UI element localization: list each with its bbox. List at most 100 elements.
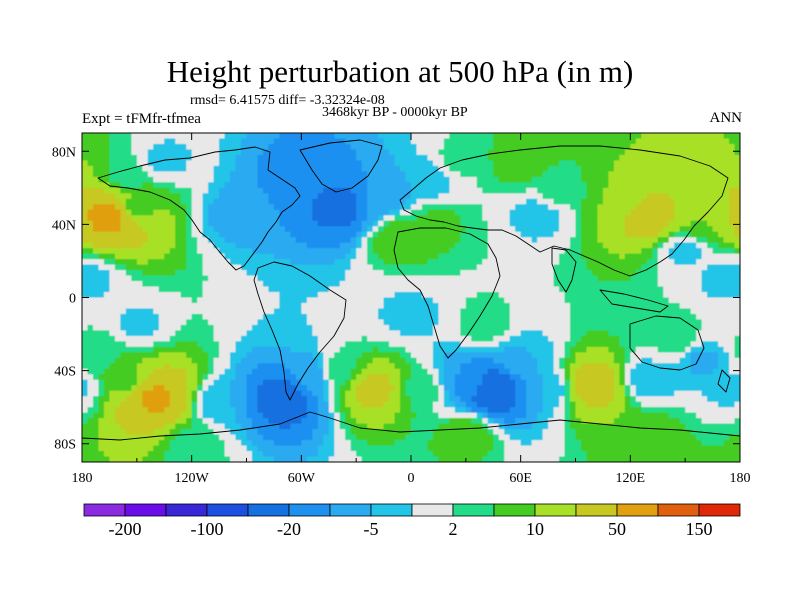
field-cell	[186, 253, 193, 260]
field-cell	[208, 226, 215, 233]
field-cell	[515, 330, 522, 337]
field-cell	[103, 330, 111, 337]
field-cell	[219, 215, 226, 222]
field-cell	[367, 143, 374, 151]
field-cell	[202, 259, 209, 266]
field-cell	[723, 352, 730, 359]
field-cell	[416, 187, 423, 194]
field-cell	[180, 281, 187, 288]
field-cell	[284, 292, 291, 299]
field-cell	[679, 138, 686, 145]
field-cell	[175, 341, 182, 348]
field-cell	[685, 165, 692, 172]
field-cell	[520, 215, 527, 222]
field-cell	[531, 275, 538, 282]
field-cell	[114, 330, 121, 337]
field-cell	[290, 133, 297, 140]
field-cell	[230, 341, 237, 348]
field-cell	[131, 209, 138, 216]
field-cell	[339, 286, 346, 293]
field-cell	[323, 357, 330, 364]
field-cell	[690, 231, 697, 238]
field-cell	[674, 319, 681, 326]
field-cell	[317, 165, 324, 172]
field-cell	[657, 160, 664, 167]
field-cell	[657, 248, 664, 255]
field-cell	[169, 335, 176, 342]
field-cell	[153, 133, 160, 140]
field-cell	[504, 286, 511, 293]
field-cell	[696, 165, 703, 172]
field-cell	[487, 324, 494, 331]
field-cell	[367, 248, 374, 255]
field-cell	[131, 160, 138, 167]
field-cell	[219, 308, 226, 315]
field-cell	[230, 292, 237, 299]
field-cell	[526, 330, 533, 337]
field-cell	[372, 346, 379, 353]
field-cell	[180, 270, 187, 277]
field-cell	[602, 270, 609, 277]
field-cell	[295, 160, 302, 167]
field-cell	[690, 286, 697, 293]
field-cell	[367, 133, 374, 140]
field-cell	[120, 133, 127, 140]
field-cell	[356, 198, 363, 205]
field-cell	[575, 143, 582, 151]
field-cell	[487, 231, 494, 238]
field-cell	[504, 193, 511, 200]
field-cell	[147, 259, 154, 266]
field-cell	[153, 259, 160, 266]
field-cell	[273, 302, 280, 310]
field-cell	[367, 319, 374, 326]
field-cell	[657, 335, 664, 342]
field-cell	[158, 215, 165, 222]
field-cell	[224, 231, 231, 238]
field-cell	[98, 248, 105, 255]
field-cell	[471, 292, 478, 299]
field-cell	[674, 330, 681, 337]
field-cell	[564, 330, 571, 337]
field-cell	[460, 341, 467, 348]
field-cell	[520, 352, 527, 359]
field-cell	[334, 171, 341, 178]
field-cell	[515, 143, 522, 151]
field-cell	[723, 193, 730, 200]
field-cell	[657, 209, 664, 216]
field-cell	[734, 143, 740, 151]
field-cell	[454, 215, 461, 222]
field-cell	[498, 346, 505, 353]
field-cell	[570, 302, 577, 310]
field-cell	[657, 215, 664, 222]
field-cell	[246, 264, 253, 271]
field-cell	[268, 281, 275, 288]
field-cell	[147, 281, 154, 288]
field-cell	[334, 193, 341, 200]
field-cell	[405, 209, 412, 216]
field-cell	[570, 209, 577, 216]
field-cell	[498, 319, 505, 326]
field-cell	[520, 154, 527, 162]
field-cell	[460, 138, 467, 145]
field-cell	[153, 209, 160, 216]
field-cell	[482, 149, 489, 156]
field-cell	[208, 209, 215, 216]
field-cell	[707, 259, 714, 266]
field-cell	[559, 341, 566, 348]
field-cell	[109, 237, 116, 244]
field-cell	[114, 154, 121, 162]
field-cell	[460, 242, 467, 249]
field-cell	[103, 297, 111, 304]
field-cell	[471, 319, 478, 326]
field-cell	[257, 346, 264, 353]
field-cell	[147, 165, 154, 172]
field-cell	[729, 187, 736, 194]
field-cell	[345, 297, 352, 304]
field-cell	[345, 357, 352, 364]
field-cell	[460, 209, 467, 216]
field-cell	[323, 138, 330, 145]
field-cell	[246, 209, 253, 216]
field-cell	[586, 352, 593, 359]
field-cell	[432, 270, 440, 277]
field-cell	[597, 237, 604, 244]
